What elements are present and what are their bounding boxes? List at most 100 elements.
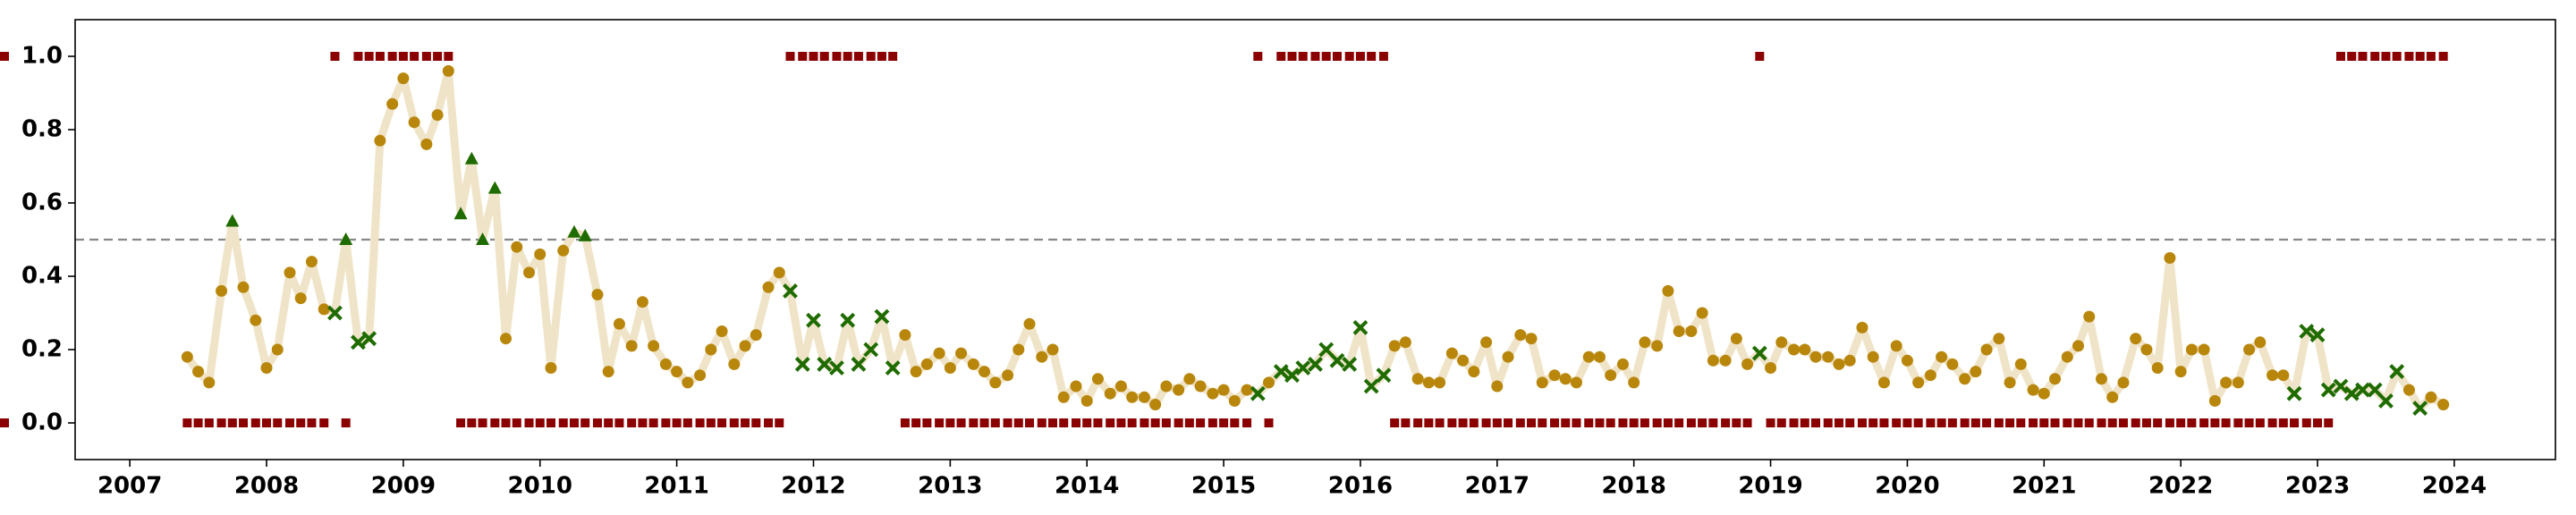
label-square [648,418,658,427]
point [1843,354,1856,367]
label-square [2097,418,2106,427]
label-square [922,418,932,427]
point [1765,362,1777,374]
point [1867,350,1879,363]
label-square [1845,418,1855,427]
point-cross [2333,378,2349,394]
label-square [956,418,966,427]
point [591,289,604,300]
point [1741,358,1754,370]
point [933,347,945,359]
point-cross [863,342,879,358]
label-square [262,418,272,427]
point [1399,336,1411,349]
label-square [0,418,9,427]
point-cross [2320,382,2336,398]
label-square [1196,418,1206,427]
label-square [592,418,602,427]
label-square [1287,52,1297,61]
label-square [1435,418,1445,427]
point-cross [2286,385,2302,401]
point [2106,391,2119,403]
label-square [1755,52,1765,61]
point [1616,358,1629,370]
label-square [672,418,682,427]
point [1685,325,1698,337]
point [511,241,523,253]
label-square [2392,52,2402,61]
label-square [1550,418,1560,427]
point-cross [2343,385,2360,401]
point-triangle [339,232,353,245]
label-square [2118,418,2128,427]
point [2027,384,2039,396]
point [944,362,956,374]
point [1901,354,1913,367]
point [750,329,762,342]
label-square [2370,52,2380,61]
label-square [706,418,716,427]
label-square [182,418,192,427]
label-square [775,418,784,427]
label-square [364,52,374,61]
point [989,376,1002,389]
label-square [1766,418,1775,427]
label-square [945,418,955,427]
point [1912,376,1925,389]
label-square [1390,418,1400,427]
x-tick-label: 2015 [1191,473,1256,500]
point-cross [2367,382,2383,398]
label-square [239,418,249,427]
point [2061,350,2073,363]
label-square [2210,418,2220,427]
label-square [319,418,329,427]
point [1207,387,1219,400]
label-square [375,52,385,61]
point [1263,376,1275,389]
x-tick-label: 2016 [1328,473,1393,500]
label-square [1926,418,1936,427]
label-square [1150,418,1160,427]
label-square [2221,418,2231,427]
point [1559,373,1572,385]
label-square [1606,418,1615,427]
label-square [751,418,761,427]
label-square [1332,52,1342,61]
label-square [569,418,579,427]
label-square [853,52,863,61]
point [1160,380,1173,393]
label-square [1892,418,1902,427]
point [1457,354,1470,367]
point [636,296,648,308]
x-tick-label: 2020 [1875,473,1939,500]
label-square [0,52,9,61]
label-square [1879,418,1889,427]
point [1799,343,1811,356]
label-square [1618,418,1628,427]
point [1822,350,1835,363]
point [1877,376,1890,389]
point [1422,376,1435,389]
x-tick-label: 2011 [644,473,708,500]
point [1696,307,1708,319]
point [1091,373,1104,385]
label-square [1800,418,1809,427]
label-square [1161,418,1171,427]
point [716,325,728,337]
label-square [2050,418,2060,427]
label-square [341,418,351,427]
point [1445,347,1458,359]
point-cross [794,356,810,372]
point [739,340,751,352]
label-square [1469,418,1479,427]
label-square [1174,418,1183,427]
point-cross [783,283,798,299]
point [2038,387,2050,400]
label-square [1013,418,1023,427]
point [1536,376,1548,389]
label-square [1298,52,1308,61]
point [2402,384,2415,396]
label-square [1003,418,1013,427]
point-cross [874,308,890,325]
point [545,362,557,374]
